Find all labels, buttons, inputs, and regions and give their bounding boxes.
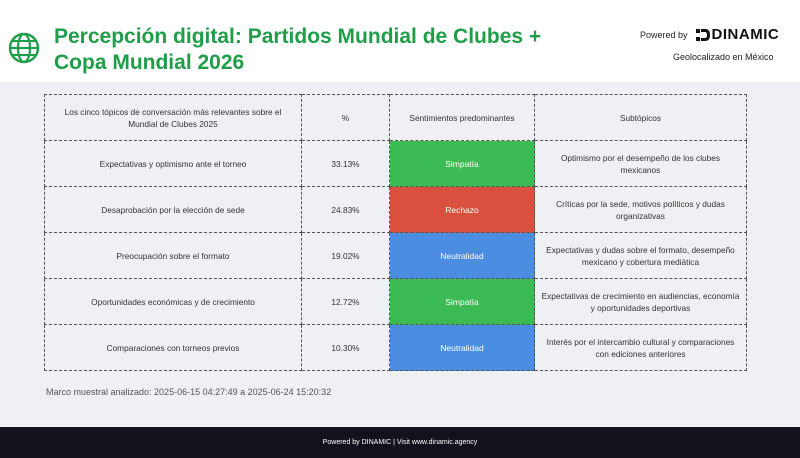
header: Percepción digital: Partidos Mundial de … (0, 0, 800, 82)
sentiment-cell: Simpatía (389, 278, 535, 325)
table-header-row: Los cinco tópicos de conversación más re… (44, 94, 747, 141)
sentiment-cell: Neutralidad (389, 232, 535, 279)
percent-cell: 24.83% (301, 186, 390, 233)
percent-cell: 19.02% (301, 232, 390, 279)
sentiment-cell: Simpatía (389, 140, 535, 187)
dinamic-logo: DINAMIC (695, 26, 780, 43)
powered-by-label: Powered by (640, 29, 688, 40)
footer: Powered by DINAMIC | Visit www.dinamic.a… (0, 427, 800, 458)
dinamic-logo-icon (695, 28, 710, 41)
table-row: Expectativas y optimismo ante el torneo … (44, 140, 747, 187)
topic-cell: Desaprobación por la elección de sede (44, 186, 302, 233)
topic-cell: Preocupación sobre el formato (44, 232, 302, 279)
footer-text: Powered by DINAMIC | Visit www.dinamic.a… (322, 439, 478, 446)
logo-text: DINAMIC (711, 26, 780, 43)
percent-cell: 33.13% (301, 140, 390, 187)
topic-cell: Comparaciones con torneos previos (44, 324, 302, 371)
header-topics: Los cinco tópicos de conversación más re… (44, 94, 302, 141)
powered-by: Powered by DINAMIC (640, 26, 779, 43)
subtopic-cell: Interés por el intercambio cultural y co… (534, 324, 747, 371)
table-row: Comparaciones con torneos previos 10.30%… (44, 324, 747, 371)
title-line-2: Copa Mundial 2026 (54, 51, 245, 74)
subtopic-cell: Críticas por la sede, motivos políticos … (534, 186, 747, 233)
percent-cell: 12.72% (301, 278, 390, 325)
page-title: Percepción digital: Partidos Mundial de … (54, 24, 614, 76)
topic-cell: Oportunidades económicas y de crecimient… (44, 278, 302, 325)
geolocation-label: Geolocalizado en México (673, 52, 774, 62)
sentiment-cell: Rechazo (389, 186, 535, 233)
header-subtopics: Subtópicos (534, 94, 747, 141)
sentiment-cell: Neutralidad (389, 324, 535, 371)
subtopic-cell: Expectativas de crecimiento en audiencia… (534, 278, 747, 325)
sample-period: Marco muestral analizado: 2025-06-15 04:… (46, 387, 332, 397)
topic-cell: Expectativas y optimismo ante el torneo (44, 140, 302, 187)
topics-table: Los cinco tópicos de conversación más re… (44, 94, 747, 371)
table-row: Desaprobación por la elección de sede 24… (44, 186, 747, 233)
header-percent: % (301, 94, 390, 141)
subtopic-cell: Expectativas y dudas sobre el formato, d… (534, 232, 747, 279)
header-sentiment: Sentimientos predominantes (389, 94, 535, 141)
title-line-1: Percepción digital: Partidos Mundial de … (54, 25, 542, 48)
subtopic-cell: Optimismo por el desempeño de los clubes… (534, 140, 747, 187)
table-row: Preocupación sobre el formato 19.02% Neu… (44, 232, 747, 279)
percent-cell: 10.30% (301, 324, 390, 371)
globe-icon (8, 32, 40, 64)
table-row: Oportunidades económicas y de crecimient… (44, 278, 747, 325)
